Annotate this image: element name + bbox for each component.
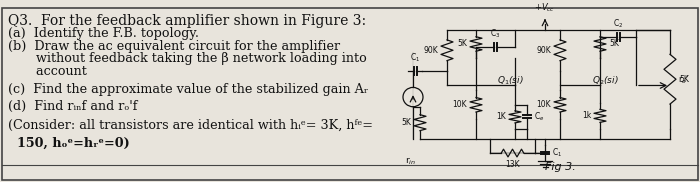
Text: 5K: 5K	[609, 39, 619, 48]
Text: 5K: 5K	[457, 39, 467, 48]
Text: Fig 3.: Fig 3.	[545, 162, 575, 172]
Text: C$_1$: C$_1$	[410, 52, 420, 64]
Text: C$_2$: C$_2$	[612, 18, 623, 30]
Text: Q3.  For the feedback amplifier shown in Figure 3:: Q3. For the feedback amplifier shown in …	[8, 14, 366, 28]
Text: r$_{in}$: r$_{in}$	[405, 155, 416, 167]
Text: 90K: 90K	[536, 46, 551, 55]
Text: C$_1$: C$_1$	[552, 147, 562, 159]
Text: 5K: 5K	[401, 118, 411, 127]
Text: 1k: 1k	[582, 111, 591, 120]
Text: (c)  Find the approximate value of the stabilized gain Aᵣ: (c) Find the approximate value of the st…	[8, 83, 368, 96]
Text: 90K: 90K	[424, 46, 438, 55]
Text: Q$_2$(si): Q$_2$(si)	[592, 74, 618, 87]
Text: without feedback taking the β network loading into: without feedback taking the β network lo…	[8, 52, 367, 65]
Text: 10K: 10K	[452, 100, 467, 109]
Text: (d)  Find rᵢₙf and rₒ'f: (d) Find rᵢₙf and rₒ'f	[8, 100, 137, 113]
Text: r$_o$': r$_o$'	[678, 74, 689, 86]
Text: 5K: 5K	[679, 75, 689, 84]
Text: C$_3$: C$_3$	[490, 28, 500, 40]
Text: 150, hₒᵉ=hᵣᵉ=0): 150, hₒᵉ=hᵣᵉ=0)	[8, 137, 130, 150]
Text: 13K: 13K	[505, 160, 520, 169]
Text: (Consider: all transistors are identical with hᵢᵉ= 3K, hᶠᵉ=: (Consider: all transistors are identical…	[8, 119, 373, 132]
Text: $+V_{cc}$: $+V_{cc}$	[534, 2, 556, 14]
Text: (a)  Identify the F.B. topology.: (a) Identify the F.B. topology.	[8, 27, 199, 40]
Text: account: account	[8, 65, 87, 78]
Text: (b)  Draw the ac equivalent circuit for the amplifier: (b) Draw the ac equivalent circuit for t…	[8, 40, 340, 53]
Text: 10K: 10K	[536, 100, 551, 109]
Text: 1K: 1K	[496, 112, 506, 121]
Text: C$_e$: C$_e$	[534, 111, 545, 123]
Text: Q$_1$(si): Q$_1$(si)	[496, 74, 524, 87]
